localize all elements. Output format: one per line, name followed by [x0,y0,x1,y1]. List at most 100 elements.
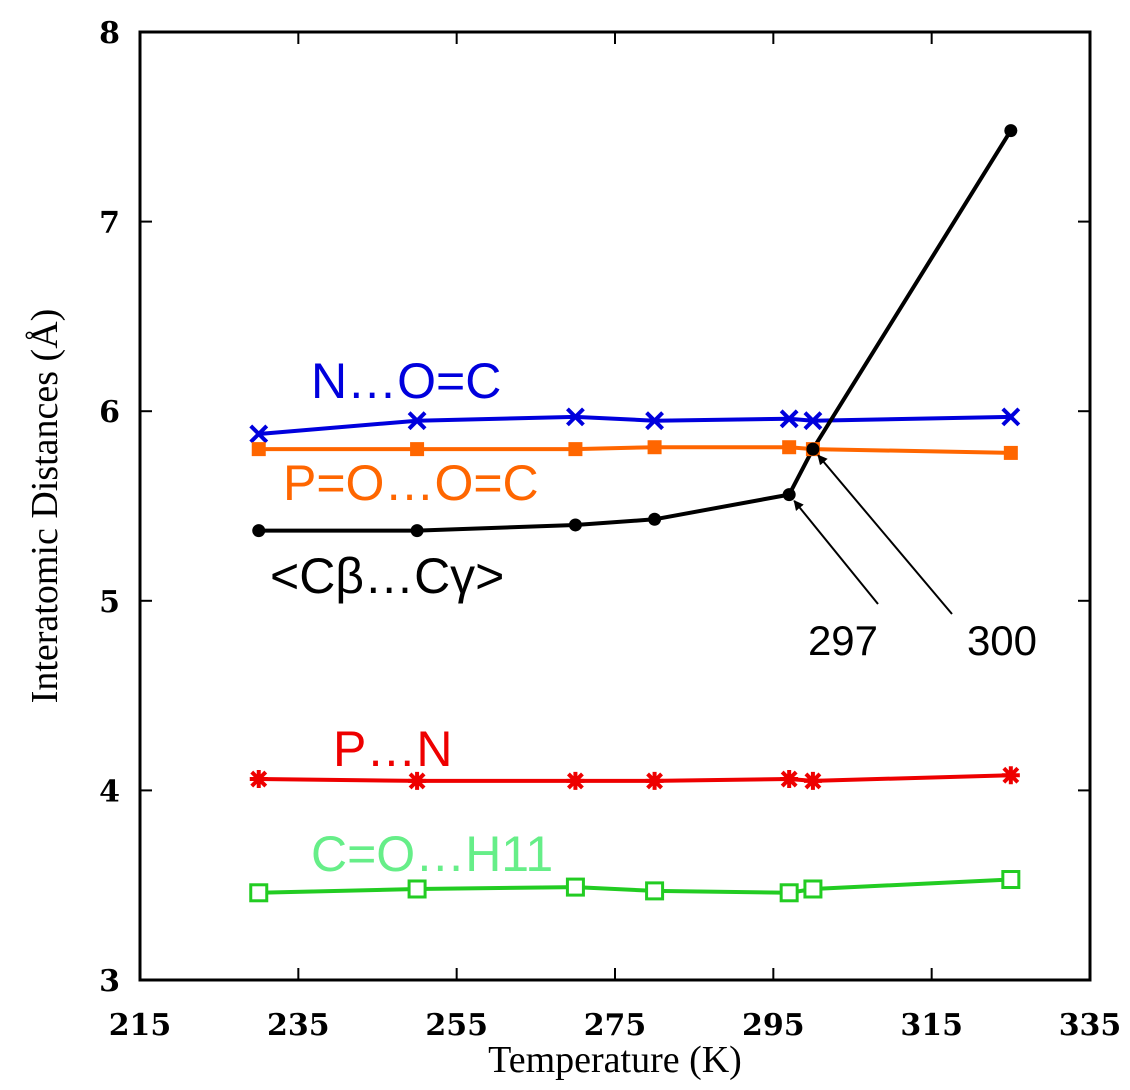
x-tick-label: 255 [425,1008,488,1043]
x-tick-label: 275 [584,1008,647,1043]
annotation-arrow [793,500,879,605]
open-square-marker [1001,870,1021,890]
series-lines [258,129,1013,895]
series-line [258,445,1011,455]
data-point [648,512,662,526]
y-tick-label: 8 [99,16,120,51]
series-label: P=O…O=C [283,455,539,511]
x-marker [566,407,585,427]
x-tick-labels: 215 235 255 275 295 315 335 [109,1008,1122,1043]
data-point [251,442,266,457]
annotations: 297 300 [793,454,1037,664]
x-tick-label: 295 [742,1008,805,1043]
circle-marker [252,524,266,538]
data-point [568,442,583,457]
data-point [1004,124,1018,138]
square-marker [647,440,662,455]
open-square-marker [407,879,427,899]
data-point [249,883,269,903]
series-label: N…O=C [311,353,501,409]
data-point [645,881,665,901]
y-tick-label: 3 [99,964,120,999]
star-marker [249,770,268,789]
data-point [645,411,664,431]
star-marker [408,771,427,790]
data-point [803,411,823,431]
circle-marker [782,488,796,502]
data-point [407,879,427,899]
data-point [568,518,582,532]
open-square-marker [249,883,269,903]
data-point [780,770,799,789]
data-point [803,879,823,899]
series-markers [249,124,1021,903]
star-marker [780,770,799,789]
axis-ticks [139,31,1091,981]
y-tick-label: 6 [99,395,120,430]
annotation-label: 297 [808,617,878,664]
data-point [249,770,268,789]
open-square-marker [565,877,585,897]
data-point [1001,766,1020,785]
data-point [803,771,822,790]
series-labels: N…O=C P=O…O=C <Cβ…Cγ> P…N C=O…H11 [270,353,553,882]
x-marker [803,411,823,431]
data-point [1003,445,1018,460]
annotation-label: 300 [967,617,1037,664]
square-marker [782,440,797,455]
x-tick-label: 335 [1059,1008,1122,1043]
x-marker [249,424,269,444]
star-marker [566,771,585,790]
data-point [410,442,425,457]
square-marker [410,442,425,457]
data-point [1001,870,1021,890]
x-tick-label: 235 [267,1008,330,1043]
y-tick-label: 5 [99,585,120,620]
series-label: P…N [333,721,452,777]
star-marker [645,771,664,790]
x-axis-title: Temperature (K) [488,1039,742,1081]
circle-marker [568,518,582,532]
data-point [252,524,266,538]
data-point [410,524,424,538]
circle-marker [648,512,662,526]
series-label: <Cβ…Cγ> [270,548,504,604]
open-square-marker [645,881,665,901]
data-point [782,488,796,502]
data-point [779,409,799,429]
circle-marker [410,524,424,538]
y-tick-labels: 3 4 5 6 7 8 [99,16,120,999]
series-line [258,414,1011,436]
data-point [408,771,427,790]
data-point [647,440,662,455]
open-square-marker [803,879,823,899]
series-label: C=O…H11 [311,826,553,882]
data-point [779,883,799,903]
data-point [806,442,820,456]
data-point [249,424,269,444]
y-tick-label: 4 [99,774,120,809]
y-axis-title: Interatomic Distances (Å) [24,309,66,704]
x-tick-label: 215 [109,1008,172,1043]
y-tick-label: 7 [99,206,120,241]
data-point [566,407,585,427]
open-square-marker [779,883,799,903]
data-point [1001,407,1021,427]
circle-marker [1004,124,1018,138]
x-tick-label: 315 [900,1008,963,1043]
data-point [407,411,427,431]
square-marker [568,442,583,457]
star-marker [803,771,822,790]
x-marker [645,411,664,431]
annotation-arrow [817,454,953,615]
x-marker [779,409,799,429]
square-marker [251,442,266,457]
data-point [645,771,664,790]
star-marker [1001,766,1020,785]
data-point [566,771,585,790]
x-marker [407,411,427,431]
data-point [782,440,797,455]
circle-marker [806,442,820,456]
x-marker [1001,407,1021,427]
